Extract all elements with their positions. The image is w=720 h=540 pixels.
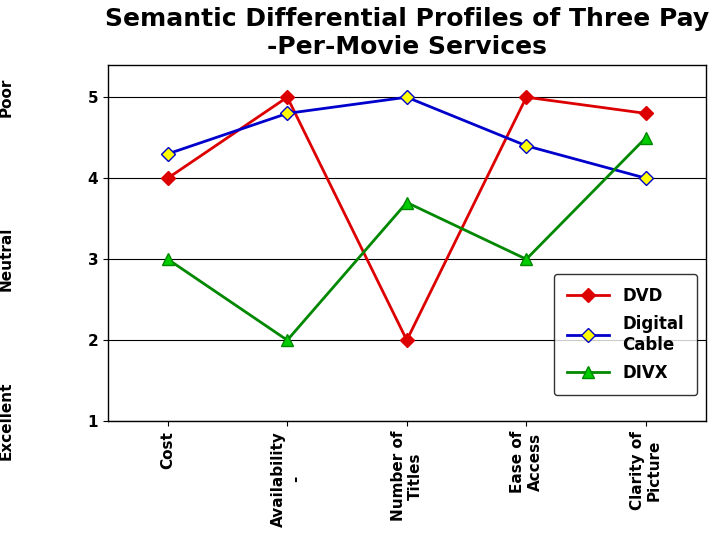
DVD bbox=[402, 337, 411, 343]
Line: Digital
Cable: Digital Cable bbox=[163, 92, 651, 183]
Text: Neutral: Neutral bbox=[0, 227, 14, 292]
DVD bbox=[522, 94, 531, 100]
Text: Excellent: Excellent bbox=[0, 382, 14, 461]
Text: Poor: Poor bbox=[0, 78, 14, 117]
DIVX bbox=[163, 256, 172, 262]
Digital
Cable bbox=[163, 151, 172, 157]
Legend: DVD, Digital
Cable, DIVX: DVD, Digital Cable, DIVX bbox=[554, 274, 697, 395]
Digital
Cable bbox=[283, 110, 292, 117]
DIVX bbox=[642, 134, 650, 141]
DVD bbox=[163, 175, 172, 181]
Line: DVD: DVD bbox=[163, 92, 651, 345]
DVD bbox=[642, 110, 650, 117]
Digital
Cable bbox=[522, 143, 531, 149]
DVD bbox=[283, 94, 292, 100]
Digital
Cable bbox=[402, 94, 411, 100]
DIVX bbox=[522, 256, 531, 262]
Digital
Cable bbox=[642, 175, 650, 181]
Title: Semantic Differential Profiles of Three Pay
-Per-Movie Services: Semantic Differential Profiles of Three … bbox=[104, 7, 709, 59]
Line: DIVX: DIVX bbox=[162, 132, 652, 346]
DIVX bbox=[283, 337, 292, 343]
DIVX bbox=[402, 199, 411, 206]
